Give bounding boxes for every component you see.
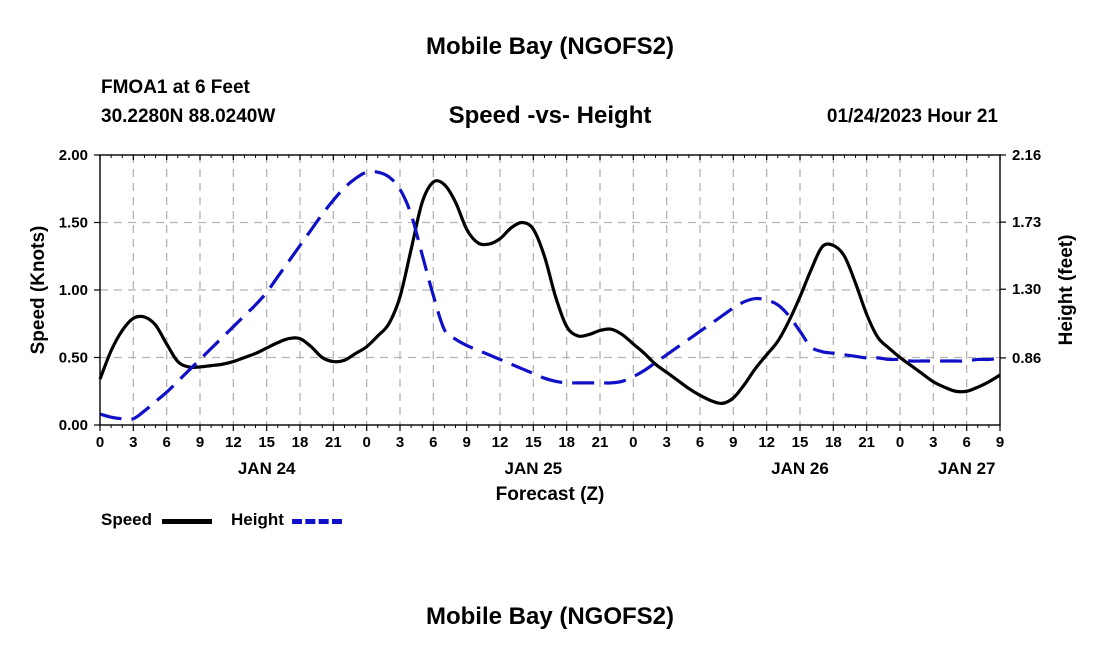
legend-height-swatch: [292, 519, 342, 524]
date-label: JAN 24: [238, 459, 296, 478]
height-series-line: [99, 169, 1001, 421]
x-tick-label: 6: [162, 434, 170, 451]
bottom-chart-title: Mobile Bay (NGOFS2): [425, 603, 675, 630]
x-tick-label: 9: [729, 434, 737, 451]
chart-subtitle: Speed -vs- Height: [448, 102, 652, 129]
y-tick-label: 1.50: [59, 215, 88, 232]
x-tick-label: 21: [325, 434, 342, 451]
x-tick-label: 15: [258, 434, 275, 451]
x-tick-label: 6: [696, 434, 704, 451]
x-tick-label: 0: [629, 434, 637, 451]
axis-layer: 0 3 6 9 12 15 18 21 0 3 6 9 12 15 18 21 0 3 6 9 12 15 18 21 0 3 6 9…: [59, 147, 1041, 478]
x-tick-label: 15: [792, 434, 809, 451]
station-label: FMOA1 at 6 Feet: [101, 77, 250, 98]
y-tick-label: 0.00: [59, 417, 88, 434]
y-tick-label: 0.50: [59, 350, 88, 367]
y2-tick-label: 0.86: [1012, 350, 1041, 367]
x-tick-label: 0: [362, 434, 370, 451]
y2-tick-label: 2.16: [1012, 147, 1041, 164]
x-tick-label: 12: [492, 434, 509, 451]
x-tick-label: 18: [825, 434, 842, 451]
grid-layer: [100, 155, 1000, 425]
x-tick-label: 0: [896, 434, 904, 451]
y-tick-label: 2.00: [59, 147, 88, 164]
x-tick-label: 12: [225, 434, 242, 451]
x-tick-label: 6: [962, 434, 970, 451]
x-tick-label: 3: [129, 434, 137, 451]
station-coords: 30.2280N 88.0240W: [101, 106, 276, 127]
chart-title: Mobile Bay (NGOFS2): [425, 33, 675, 60]
x-tick-label: 3: [662, 434, 670, 451]
y-axis-label: Speed (Knots): [28, 226, 49, 355]
date-label: JAN 25: [505, 459, 563, 478]
x-tick-label: 9: [996, 434, 1004, 451]
x-tick-label: 18: [292, 434, 309, 451]
y2-axis-label: Height (feet): [1056, 235, 1077, 346]
legend-speed-label: Speed: [101, 510, 153, 529]
x-tick-label: 21: [858, 434, 875, 451]
speed-series-line: [98, 179, 1001, 406]
x-tick-label: 12: [758, 434, 775, 451]
x-tick-label: 21: [592, 434, 609, 451]
x-tick-label: 9: [462, 434, 470, 451]
x-tick-label: 18: [558, 434, 575, 451]
legend-height-label: Height: [231, 510, 284, 529]
y2-tick-label: 1.73: [1012, 214, 1041, 231]
x-tick-label: 0: [96, 434, 104, 451]
date-label: JAN 26: [771, 459, 829, 478]
y2-tick-label: 1.30: [1012, 281, 1041, 298]
series-layer: [98, 169, 1001, 421]
date-label: JAN 27: [938, 459, 996, 478]
legend-speed-swatch: [162, 519, 212, 524]
x-tick-label: 15: [525, 434, 542, 451]
speed-height-chart: 0 3 6 9 12 15 18 21 0 3 6 9 12 15 18 21 0 3 6 9 12 15 18 21 0 3 6 9…: [28, 147, 1077, 505]
x-tick-label: 6: [429, 434, 437, 451]
x-tick-label: 9: [196, 434, 204, 451]
x-axis-label: Forecast (Z): [496, 484, 605, 505]
y-tick-label: 1.00: [59, 282, 88, 299]
x-tick-label: 3: [929, 434, 937, 451]
x-tick-label: 3: [396, 434, 404, 451]
forecast-timestamp: 01/24/2023 Hour 21: [826, 106, 998, 127]
